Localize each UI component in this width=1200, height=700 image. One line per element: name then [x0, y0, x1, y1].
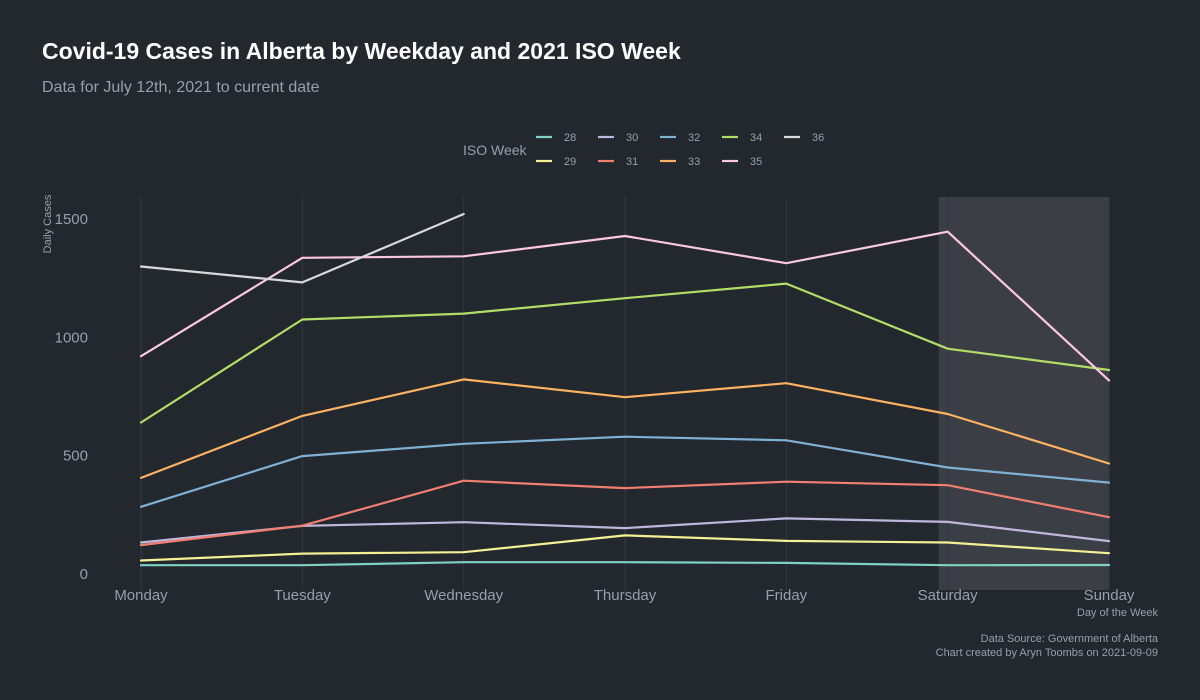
x-tick-label: Thursday	[594, 587, 657, 604]
series-line-week-32	[139, 435, 1111, 508]
caption-source: Data Source: Government of Alberta	[981, 633, 1159, 645]
x-axis-label: Day of the Week	[1077, 607, 1159, 619]
legend-label-week-35: 35	[750, 156, 762, 168]
caption-credit: Chart created by Aryn Toombs on 2021-09-…	[936, 647, 1158, 659]
legend-label-week-28: 28	[564, 132, 576, 144]
legend-label-week-36: 36	[812, 132, 824, 144]
chart-title: Covid-19 Cases in Alberta by Weekday and…	[42, 38, 681, 64]
legend-label-week-29: 29	[564, 156, 576, 168]
x-tick-label: Sunday	[1084, 587, 1135, 604]
y-tick-label: 1000	[55, 329, 88, 346]
legend-label-week-31: 31	[626, 156, 638, 168]
chart-subtitle: Data for July 12th, 2021 to current date	[42, 79, 320, 96]
x-tick-label: Friday	[765, 587, 807, 604]
x-tick-label: Monday	[114, 587, 168, 604]
y-axis-label: Daily Cases	[42, 194, 54, 253]
legend-label-week-33: 33	[688, 156, 700, 168]
y-tick-label: 500	[63, 448, 88, 465]
legend-label-week-30: 30	[626, 132, 638, 144]
series-line-week-29	[139, 534, 1111, 562]
series-line-week-33	[139, 378, 1111, 479]
x-tick-label: Saturday	[918, 587, 979, 604]
series-line-week-34	[139, 282, 1111, 424]
legend: ISO Week 28 29 30 31 32 33 34 35 36	[463, 132, 824, 168]
series-line-week-35	[139, 230, 1111, 382]
y-tick-label: 0	[80, 566, 88, 583]
legend-title: ISO Week	[463, 142, 528, 158]
legend-label-week-32: 32	[688, 132, 700, 144]
series-line-week-28	[139, 561, 1111, 567]
series-line-week-31	[139, 479, 1111, 547]
x-tick-label: Wednesday	[424, 587, 503, 604]
legend-label-week-34: 34	[750, 132, 762, 144]
plot-area: 0 500 1000 1500 Monday Tuesday Wednesday Thursd…	[55, 197, 1135, 604]
series-line-week-36	[139, 212, 465, 284]
x-tick-label: Tuesday	[274, 587, 331, 604]
y-tick-label: 1500	[55, 211, 88, 228]
